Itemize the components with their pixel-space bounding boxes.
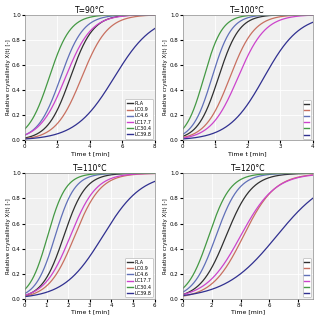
- Title: T=110°C: T=110°C: [73, 164, 107, 173]
- X-axis label: Time [min]: Time [min]: [231, 309, 265, 315]
- Legend: , , , , , : , , , , ,: [303, 259, 311, 297]
- Y-axis label: Relative crystallinity X(t) [-]: Relative crystallinity X(t) [-]: [164, 40, 168, 115]
- Title: T=100°C: T=100°C: [230, 5, 265, 14]
- Legend: PLA, LC0.9, LC4.6, LC17.7, LC30.4, LC39.8: PLA, LC0.9, LC4.6, LC17.7, LC30.4, LC39.…: [125, 258, 153, 297]
- X-axis label: Time t [min]: Time t [min]: [70, 309, 109, 315]
- Title: T=120°C: T=120°C: [230, 164, 265, 173]
- X-axis label: Time t [min]: Time t [min]: [70, 151, 109, 156]
- Title: T=90°C: T=90°C: [75, 5, 105, 14]
- Y-axis label: Relative crystallinity X(t) [-]: Relative crystallinity X(t) [-]: [5, 40, 11, 115]
- Y-axis label: Relative crystallinity X(t) [-]: Relative crystallinity X(t) [-]: [164, 198, 168, 274]
- Y-axis label: Relative crystallinity X(t) [-]: Relative crystallinity X(t) [-]: [5, 198, 11, 274]
- Legend: PLA, LC0.9, LC4.6, LC17.7, LC30.4, LC39.8: PLA, LC0.9, LC4.6, LC17.7, LC30.4, LC39.…: [125, 99, 153, 139]
- Legend: , , , , , : , , , , ,: [303, 100, 311, 139]
- X-axis label: Time t [min]: Time t [min]: [228, 151, 267, 156]
